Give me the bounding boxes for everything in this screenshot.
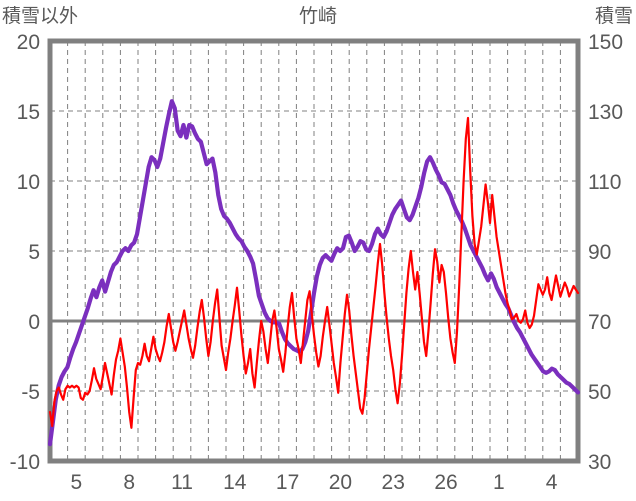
plot-frame <box>47 38 581 464</box>
svg-text:26: 26 <box>434 471 457 494</box>
right-axis-title: 積雪 <box>594 6 633 27</box>
svg-text:30: 30 <box>588 451 611 474</box>
chart-title: 竹崎 <box>298 6 337 27</box>
svg-text:-10: -10 <box>10 451 40 474</box>
svg-text:11: 11 <box>171 471 193 494</box>
svg-text:5: 5 <box>28 241 40 264</box>
svg-text:20: 20 <box>17 31 40 54</box>
svg-text:20: 20 <box>329 471 352 494</box>
svg-text:23: 23 <box>382 471 405 494</box>
svg-text:50: 50 <box>588 381 611 404</box>
left-axis-title: 積雪以外 <box>2 6 79 27</box>
svg-text:130: 130 <box>588 101 623 124</box>
svg-text:8: 8 <box>123 471 135 494</box>
svg-text:0: 0 <box>28 311 40 334</box>
svg-text:1: 1 <box>493 471 505 494</box>
svg-text:5: 5 <box>71 471 83 494</box>
svg-text:4: 4 <box>546 471 558 494</box>
svg-text:110: 110 <box>588 171 621 194</box>
svg-text:15: 15 <box>17 101 40 124</box>
data-series-layer <box>47 99 581 447</box>
svg-text:70: 70 <box>588 311 611 334</box>
svg-text:-5: -5 <box>21 381 40 404</box>
svg-text:10: 10 <box>17 171 40 194</box>
svg-text:150: 150 <box>588 31 623 54</box>
svg-text:14: 14 <box>223 471 247 494</box>
svg-text:90: 90 <box>588 241 611 264</box>
svg-text:17: 17 <box>276 471 299 494</box>
